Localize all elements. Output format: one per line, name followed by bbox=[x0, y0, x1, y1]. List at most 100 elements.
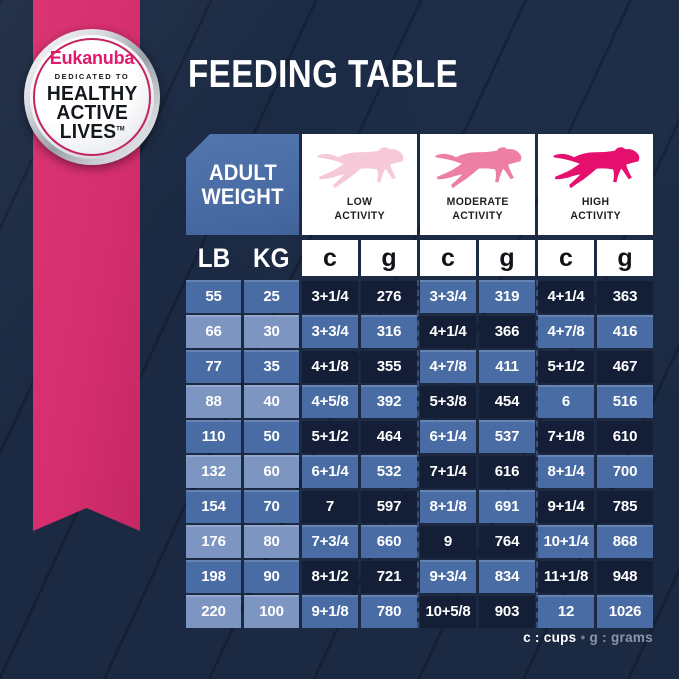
low-activity-label: LOW ACTIVITY bbox=[334, 196, 385, 222]
high-activity-dog-icon bbox=[547, 139, 645, 195]
adult-weight-line2: WEIGHT bbox=[201, 183, 284, 209]
weight-cell: 110 bbox=[186, 420, 241, 453]
activity-header-row: ADULT WEIGHT LOW ACTIVITY MODERATE ACTIV… bbox=[186, 134, 653, 235]
amount-cell: 785 bbox=[597, 490, 653, 523]
amount-cell: 903 bbox=[479, 595, 535, 628]
amount-cell: 6 bbox=[538, 385, 594, 418]
weight-cell: 176 bbox=[186, 525, 241, 558]
amount-cell: 7 bbox=[302, 490, 358, 523]
amount-cell: 411 bbox=[479, 350, 535, 383]
weight-cell: 220 bbox=[186, 595, 241, 628]
high-cups-header: c bbox=[538, 240, 594, 276]
weight-cell: 198 bbox=[186, 560, 241, 593]
weight-cell: 50 bbox=[244, 420, 299, 453]
column-group-separator bbox=[417, 280, 419, 628]
amount-cell: 4+1/4 bbox=[420, 315, 476, 348]
amount-cell: 660 bbox=[361, 525, 417, 558]
amount-cell: 9+1/4 bbox=[538, 490, 594, 523]
page-title: FEEDING TABLE bbox=[188, 53, 459, 96]
amount-cell: 5+1/2 bbox=[538, 350, 594, 383]
amount-cell: 6+1/4 bbox=[420, 420, 476, 453]
amount-cell: 4+1/8 bbox=[302, 350, 358, 383]
column-group-separator bbox=[536, 280, 538, 628]
amount-cell: 691 bbox=[479, 490, 535, 523]
badge-pink-ring: Eukanuba DEDICATED TO HEALTHY ACTIVE LIV… bbox=[33, 38, 151, 156]
moderate-activity-header: MODERATE ACTIVITY bbox=[420, 134, 535, 235]
amount-cell: 948 bbox=[597, 560, 653, 593]
adult-weight-line1: ADULT bbox=[208, 159, 277, 185]
adult-weight-header: ADULT WEIGHT bbox=[186, 134, 299, 235]
weight-cell: 80 bbox=[244, 525, 299, 558]
amount-cell: 516 bbox=[597, 385, 653, 418]
moderate-cups-header: c bbox=[420, 240, 476, 276]
weight-cell: 100 bbox=[244, 595, 299, 628]
low-grams-header: g bbox=[361, 240, 417, 276]
amount-cell: 834 bbox=[479, 560, 535, 593]
trademark-symbol: TM bbox=[116, 125, 125, 132]
amount-cell: 11+1/8 bbox=[538, 560, 594, 593]
units-legend: c : cups • g : grams bbox=[186, 630, 653, 645]
low-cups-header: c bbox=[302, 240, 358, 276]
legend-separator-dot: • bbox=[580, 630, 586, 645]
amount-cell: 276 bbox=[361, 280, 417, 313]
weight-cell: 66 bbox=[186, 315, 241, 348]
amount-cell: 4+7/8 bbox=[420, 350, 476, 383]
weight-cell: 55 bbox=[186, 280, 241, 313]
amount-cell: 4+7/8 bbox=[538, 315, 594, 348]
amount-cell: 9+1/8 bbox=[302, 595, 358, 628]
high-activity-label: HIGH ACTIVITY bbox=[570, 196, 621, 222]
amount-cell: 7+1/8 bbox=[538, 420, 594, 453]
amount-cell: 868 bbox=[597, 525, 653, 558]
amount-cell: 5+3/8 bbox=[420, 385, 476, 418]
amount-cell: 10+5/8 bbox=[420, 595, 476, 628]
low-activity-header: LOW ACTIVITY bbox=[302, 134, 417, 235]
amount-cell: 9+3/4 bbox=[420, 560, 476, 593]
high-grams-header: g bbox=[597, 240, 653, 276]
amount-cell: 464 bbox=[361, 420, 417, 453]
amount-cell: 4+5/8 bbox=[302, 385, 358, 418]
weight-cell: 30 bbox=[244, 315, 299, 348]
amount-cell: 7+1/4 bbox=[420, 455, 476, 488]
amount-cell: 12 bbox=[538, 595, 594, 628]
amount-cell: 700 bbox=[597, 455, 653, 488]
kg-column-header: KG bbox=[253, 242, 290, 273]
amount-cell: 3+3/4 bbox=[302, 315, 358, 348]
amount-cell: 319 bbox=[479, 280, 535, 313]
amount-cell: 5+1/2 bbox=[302, 420, 358, 453]
amount-cell: 467 bbox=[597, 350, 653, 383]
badge-headline-line1: HEALTHY bbox=[46, 83, 138, 106]
amount-cell: 8+1/2 bbox=[302, 560, 358, 593]
low-activity-dog-icon bbox=[311, 139, 409, 195]
moderate-activity-label: MODERATE ACTIVITY bbox=[446, 196, 509, 222]
moderate-grams-header: g bbox=[479, 240, 535, 276]
amount-cell: 532 bbox=[361, 455, 417, 488]
amount-cell: 8+1/4 bbox=[538, 455, 594, 488]
weight-cell: 77 bbox=[186, 350, 241, 383]
feeding-rows: 55 25 3+1/4 276 3+3/4 319 4+1/4 363 66 30 3+3/4 316… bbox=[186, 280, 653, 628]
amount-cell: 537 bbox=[479, 420, 535, 453]
amount-cell: 3+1/4 bbox=[302, 280, 358, 313]
amount-cell: 764 bbox=[479, 525, 535, 558]
weight-cell: 90 bbox=[244, 560, 299, 593]
brand-name: Eukanuba bbox=[49, 47, 135, 68]
badge-headline-line3: LIVESTM bbox=[59, 120, 125, 143]
weight-cell: 88 bbox=[186, 385, 241, 418]
weight-cell: 25 bbox=[244, 280, 299, 313]
amount-cell: 363 bbox=[597, 280, 653, 313]
amount-cell: 616 bbox=[479, 455, 535, 488]
amount-cell: 721 bbox=[361, 560, 417, 593]
weight-cell: 60 bbox=[244, 455, 299, 488]
amount-cell: 392 bbox=[361, 385, 417, 418]
amount-cell: 10+1/4 bbox=[538, 525, 594, 558]
amount-cell: 416 bbox=[597, 315, 653, 348]
weight-cell: 70 bbox=[244, 490, 299, 523]
amount-cell: 316 bbox=[361, 315, 417, 348]
amount-cell: 4+1/4 bbox=[538, 280, 594, 313]
amount-cell: 597 bbox=[361, 490, 417, 523]
unit-header-row: LB KG c g c g c g bbox=[186, 240, 653, 276]
weight-cell: 40 bbox=[244, 385, 299, 418]
amount-cell: 454 bbox=[479, 385, 535, 418]
badge-headline: HEALTHY ACTIVE LIVESTM bbox=[46, 83, 138, 143]
eukanuba-badge: Eukanuba DEDICATED TO HEALTHY ACTIVE LIV… bbox=[24, 29, 160, 165]
